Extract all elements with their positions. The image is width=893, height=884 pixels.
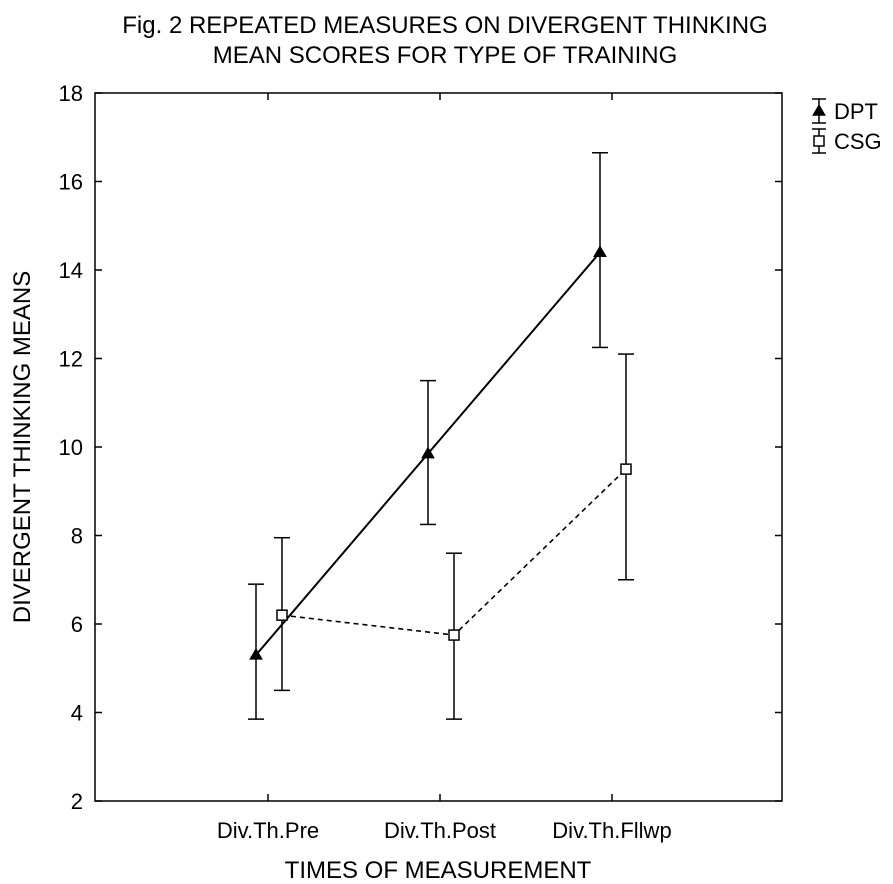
data-point-dpt — [593, 245, 607, 257]
x-tick-label: Div.Th.Post — [384, 818, 496, 843]
data-point-csg — [620, 463, 632, 475]
y-tick-label: 14 — [59, 258, 83, 283]
data-point-dpt — [421, 446, 435, 459]
x-tick-label: Div.Th.Pre — [217, 818, 319, 843]
series-layer — [248, 151, 634, 720]
y-tick-label: 16 — [59, 170, 83, 195]
y-tick-label: 6 — [71, 612, 83, 637]
y-tick-label: 2 — [71, 789, 83, 814]
x-axis-label: TIMES OF MEASUREMENT — [285, 857, 592, 884]
y-tick-label: 12 — [59, 347, 83, 372]
y-tick-label: 10 — [59, 435, 83, 460]
plot-area-frame — [94, 92, 783, 802]
y-tick-label: 18 — [59, 81, 83, 106]
data-point-dpt — [249, 647, 263, 660]
y-axis: 2 4 6 8 10 12 14 16 18 — [59, 81, 782, 814]
y-tick-label: 4 — [71, 701, 83, 726]
y-axis-label: DIVERGENT THINKING MEANS — [9, 271, 36, 624]
series-csg — [274, 353, 634, 720]
data-point-csg — [448, 629, 460, 641]
legend: DPT CSG — [812, 98, 882, 154]
x-axis: Div.Th.Pre Div.Th.Post Div.Th.Fllwp — [217, 93, 672, 843]
data-point-csg — [276, 609, 288, 621]
series-dpt — [248, 151, 608, 720]
legend-item-dpt: DPT — [812, 98, 878, 124]
legend-item-csg: CSG — [812, 128, 882, 154]
chart-title-line-2: MEAN SCORES FOR TYPE OF TRAINING — [213, 42, 678, 69]
legend-label-csg: CSG — [834, 129, 882, 154]
y-tick-label: 8 — [71, 524, 83, 549]
chart-title-line-1: Fig. 2 REPEATED MEASURES ON DIVERGENT TH… — [122, 12, 767, 39]
x-tick-label: Div.Th.Fllwp — [552, 818, 671, 843]
legend-marker-csg — [813, 135, 825, 147]
legend-marker-dpt — [812, 104, 826, 116]
legend-label-dpt: DPT — [834, 99, 878, 124]
